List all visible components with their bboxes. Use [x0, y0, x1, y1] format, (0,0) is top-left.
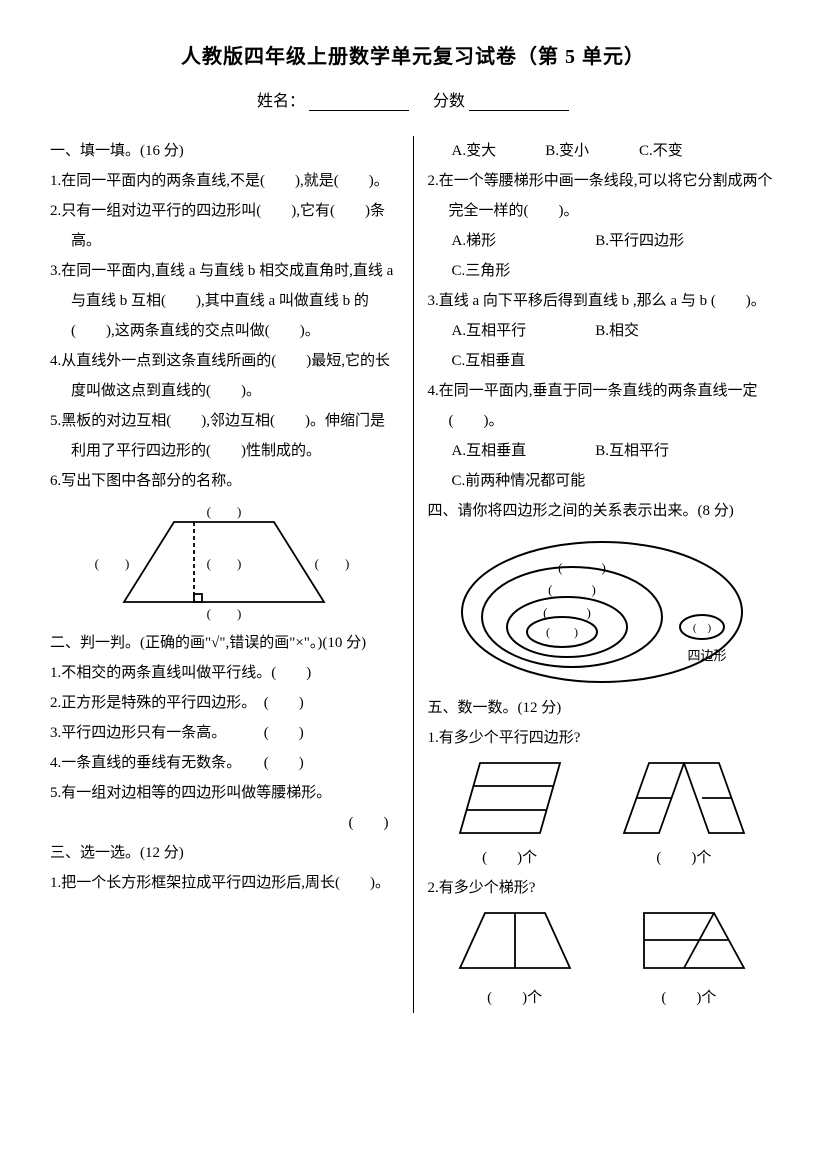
svg-text:( ): ( ) [548, 582, 596, 597]
opt-c: C.前两种情况都可能 [452, 466, 586, 496]
doc-title: 人教版四年级上册数学单元复习试卷（第 5 单元） [50, 40, 776, 69]
page: 人教版四年级上册数学单元复习试卷（第 5 单元） 姓名： 分数 一、填一填。(1… [0, 0, 826, 1169]
s3-q1-opts: A.变大 B.变小 C.不变 [428, 136, 777, 166]
opt-b: B.变小 [545, 136, 635, 166]
s3-q4-opts: A.互相垂直 B.互相平行 C.前两种情况都可能 [428, 436, 777, 496]
svg-text:( ): ( ) [558, 560, 606, 575]
s1-q3: 3.在同一平面内,直线 a 与直线 b 相交成直角时,直线 a 与直线 b 互相… [50, 256, 399, 346]
quad-label: 四边形 [687, 648, 726, 663]
s5-q2a-count: ( )个 [450, 983, 580, 1013]
s2-q5-paren: ( ) [50, 808, 399, 838]
s3-q4: 4.在同一平面内,垂直于同一条直线的两条直线一定( )。 [428, 376, 777, 436]
svg-text:( ): ( ) [543, 605, 591, 620]
s1-q6: 6.写出下图中各部分的名称。 [50, 466, 399, 496]
s2-q4: 4.一条直线的垂线有无数条。 ( ) [50, 748, 399, 778]
svg-text:( ): ( ) [207, 556, 242, 571]
trapezoid-diag-icon [624, 903, 754, 983]
header-line: 姓名： 分数 [50, 87, 776, 111]
s1-q2: 2.只有一组对边平行的四边形叫( ),它有( )条高。 [50, 196, 399, 256]
opt-b: B.相交 [595, 316, 685, 346]
trapezoid-split-icon [450, 903, 580, 983]
s3-q3-opts: A.互相平行 B.相交 C.互相垂直 [428, 316, 777, 376]
s5-q2b-count: ( )个 [624, 983, 754, 1013]
s1-q4: 4.从直线外一点到这条直线所画的( )最短,它的长度叫做这点到直线的( )。 [50, 346, 399, 406]
name-blank[interactable] [309, 93, 409, 111]
opt-a: A.梯形 [452, 226, 592, 256]
svg-text:( ): ( ) [95, 556, 130, 571]
section-1-head: 一、填一填。(16 分) [50, 136, 399, 166]
opt-b: B.互相平行 [595, 436, 685, 466]
s2-q3: 3.平行四边形只有一条高。 ( ) [50, 718, 399, 748]
s1-q1: 1.在同一平面内的两条直线,不是( ),就是( )。 [50, 166, 399, 196]
s5-q1-figs: ( )个 ( )个 [428, 753, 777, 873]
opt-c: C.三角形 [452, 256, 542, 286]
s5-q1b-count: ( )个 [614, 843, 754, 873]
s3-q3: 3.直线 a 向下平移后得到直线 b ,那么 a 与 b ( )。 [428, 286, 777, 316]
section-5-head: 五、数一数。(12 分) [428, 693, 777, 723]
s3-q2-opts: A.梯形 B.平行四边形 C.三角形 [428, 226, 777, 286]
opt-c: C.不变 [639, 136, 729, 166]
opt-b: B.平行四边形 [595, 226, 685, 256]
s5-q2: 2.有多少个梯形? [428, 873, 777, 903]
svg-text:( ): ( ) [315, 556, 350, 571]
svg-text:( ): ( ) [207, 606, 242, 621]
name-label: 姓名： [257, 93, 305, 110]
score-blank[interactable] [469, 93, 569, 111]
s2-q5: 5.有一组对边相等的四边形叫做等腰梯形。 [50, 778, 399, 808]
opt-c: C.互相垂直 [452, 346, 542, 376]
section-2-head: 二、判一判。(正确的画"√",错误的画"×"。)(10 分) [50, 628, 399, 658]
svg-text:( ): ( ) [546, 625, 578, 639]
section-3-head: 三、选一选。(12 分) [50, 838, 399, 868]
s2-q1: 1.不相交的两条直线叫做平行线。( ) [50, 658, 399, 688]
svg-text:( ): ( ) [207, 504, 242, 519]
s5-q1a-count: ( )个 [450, 843, 570, 873]
s3-q2: 2.在一个等腰梯形中画一条线段,可以将它分割成两个完全一样的( )。 [428, 166, 777, 226]
opt-a: A.互相平行 [452, 316, 592, 346]
opt-a: A.互相垂直 [452, 436, 592, 466]
s2-q2: 2.正方形是特殊的平行四边形。 ( ) [50, 688, 399, 718]
trapezoid-figure: ( ) ( ) ( ) ( ) ( ) [94, 502, 354, 622]
s5-q1: 1.有多少个平行四边形? [428, 723, 777, 753]
right-column: A.变大 B.变小 C.不变 2.在一个等腰梯形中画一条线段,可以将它分割成两个… [414, 136, 777, 1013]
s1-q5: 5.黑板的对边互相( ),邻边互相( )。伸缩门是利用了平行四边形的( )性制成… [50, 406, 399, 466]
s3-q1: 1.把一个长方形框架拉成平行四边形后,周长( )。 [50, 868, 399, 898]
score-label: 分数 [433, 93, 465, 110]
opt-a: A.变大 [452, 136, 542, 166]
section-4-head: 四、请你将四边形之间的关系表示出来。(8 分) [428, 496, 777, 526]
parallelogram-grid-icon [450, 753, 570, 843]
s5-q2-figs: ( )个 ( )个 [428, 903, 777, 1013]
svg-text:( ): ( ) [693, 622, 712, 634]
columns: 一、填一填。(16 分) 1.在同一平面内的两条直线,不是( ),就是( )。 … [50, 136, 776, 1013]
parallelogram-pair-icon [614, 753, 754, 843]
left-column: 一、填一填。(16 分) 1.在同一平面内的两条直线,不是( ),就是( )。 … [50, 136, 414, 1013]
quad-venn-figure: ( ) ( ) ( ) ( ) ( ) 四边形 [452, 532, 752, 687]
